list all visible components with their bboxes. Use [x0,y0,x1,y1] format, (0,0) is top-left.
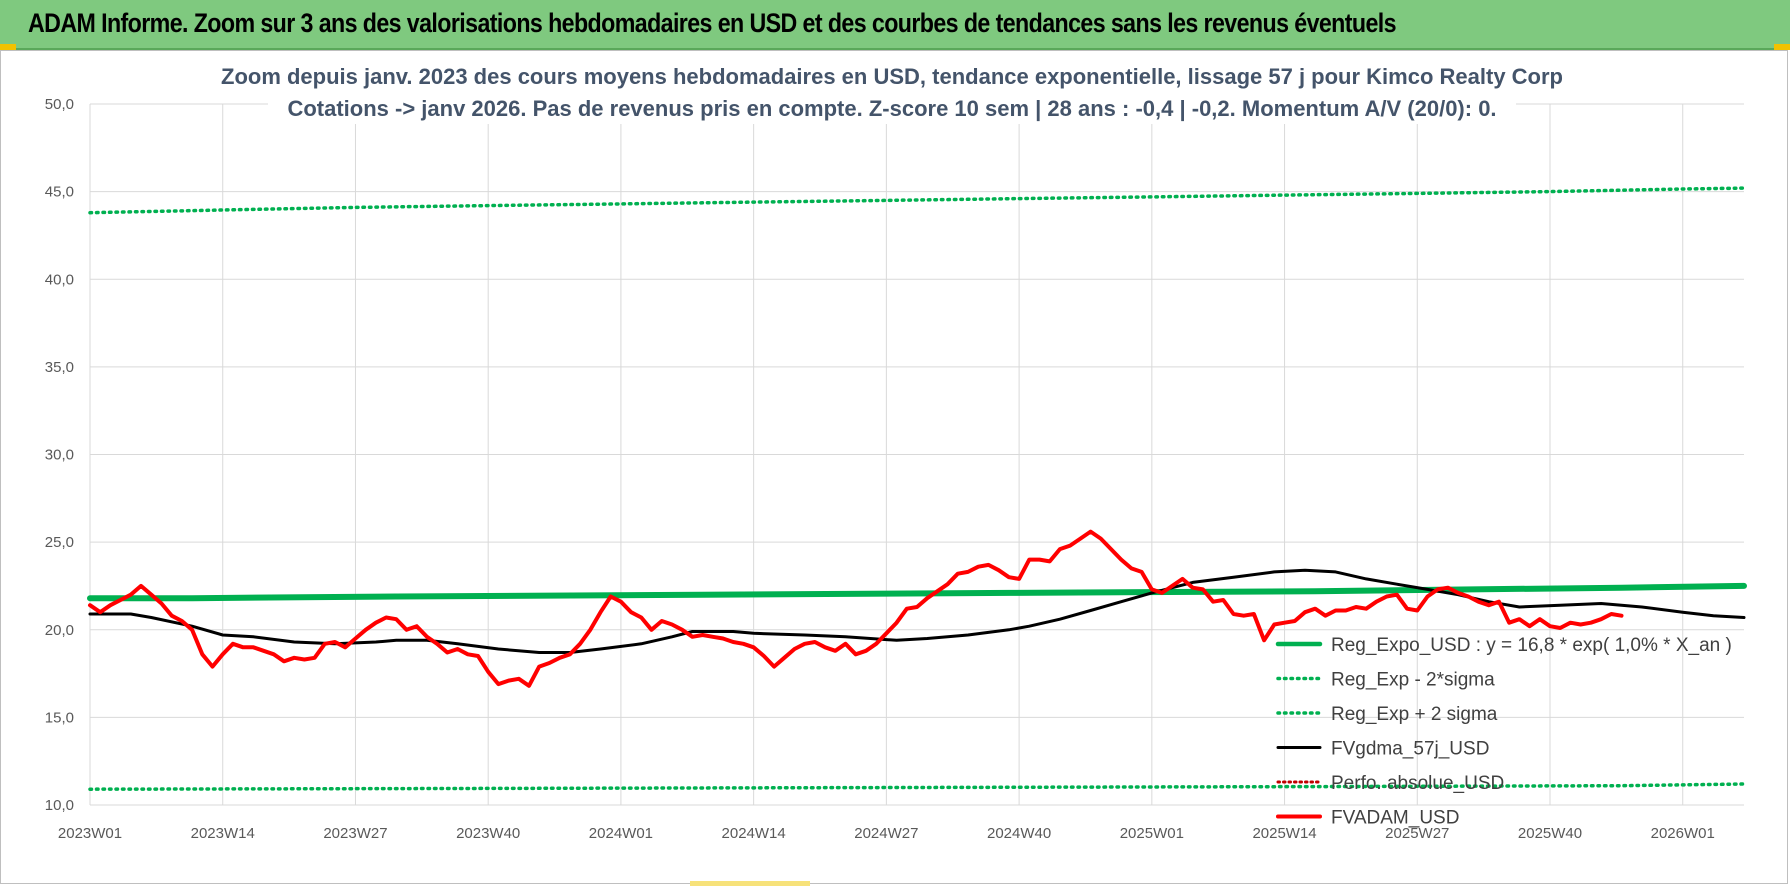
y-tick-label: 25,0 [45,534,74,551]
x-tick-label: 2024W01 [589,825,653,842]
x-tick-label: 2023W14 [191,825,255,842]
series-reg-exp-minus-2sigma [88,782,1746,791]
series-lines [87,186,1747,791]
x-tick-label: 2023W01 [58,825,122,842]
axis-labels: 10,0 15,0 20,0 25,0 30,0 35,0 40,0 45,0 50,0 2023… [45,96,1715,842]
chart-frame [0,50,1788,884]
legend-label: Reg_Exp - 2*sigma [1331,670,1495,691]
y-tick-label: 35,0 [45,359,74,376]
x-tick-label: 2025W27 [1385,825,1449,842]
x-tick-label: 2024W40 [987,825,1051,842]
y-tick-label: 20,0 [45,622,74,639]
chart-title: Zoom depuis janv. 2023 des cours moyens … [221,58,1563,124]
x-tick-label: 2023W40 [456,825,520,842]
x-tick-label: 2024W14 [722,825,786,842]
x-tick-label: 2024W27 [854,825,918,842]
x-tick-label: 2025W14 [1252,825,1316,842]
legend-label: Reg_Exp + 2 sigma [1331,704,1498,725]
series-reg-expo [87,582,1747,602]
chart-title-line-2: Cotations -> janv 2026. Pas de revenus p… [287,96,1496,121]
chart-title-line-1: Zoom depuis janv. 2023 des cours moyens … [221,64,1563,89]
header-banner: ADAM Informe. Zoom sur 3 ans des valoris… [0,0,1790,50]
series-fvadam [88,529,1624,688]
corner-accent-left [0,44,16,50]
y-tick-label: 30,0 [45,447,74,464]
x-tick-label: 2025W40 [1518,825,1582,842]
legend-label: Reg_Expo_USD : y = 16,8 * exp( 1,0% * X_… [1331,635,1732,656]
x-tick-label: 2025W01 [1120,825,1184,842]
legend-label: FVgdma_57j_USD [1331,739,1489,760]
y-tick-label: 15,0 [45,709,74,726]
x-tick-label: 2026W01 [1651,825,1715,842]
y-tick-label: 50,0 [45,96,74,113]
legend-label: Perfo. absolue_USD [1331,773,1504,794]
y-tick-label: 40,0 [45,271,74,288]
page-title: ADAM Informe. Zoom sur 3 ans des valoris… [28,8,1397,38]
series-reg-exp-plus-2sigma [88,186,1746,215]
legend: Reg_Expo_USD : y = 16,8 * exp( 1,0% * X_… [1275,635,1732,829]
chart-title-background [268,58,1516,124]
x-tick-label: 2023W27 [323,825,387,842]
y-tick-label: 10,0 [45,797,74,814]
bottom-accent [690,881,810,886]
y-tick-label: 45,0 [45,184,74,201]
corner-accent-right [1774,44,1790,50]
chart-area: 10,0 15,0 20,0 25,0 30,0 35,0 40,0 45,0 50,0 2023… [45,58,1747,842]
legend-label: FVADAM_USD [1331,808,1459,829]
